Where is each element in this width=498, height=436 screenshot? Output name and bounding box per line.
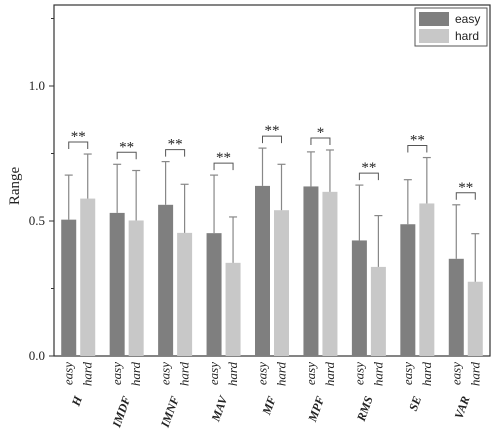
bar-easy-se [400, 224, 416, 356]
significance-bracket [407, 145, 428, 153]
significance-bracket [68, 141, 89, 150]
x-sub-label: hard [370, 362, 385, 387]
legend-swatch-easy [419, 12, 449, 26]
bar-easy-mpf [303, 186, 319, 356]
x-sub-label: easy [351, 362, 366, 385]
x-category-label: MAV [208, 393, 231, 424]
significance-bracket [165, 149, 186, 157]
bar-hard-imnf [177, 232, 193, 356]
significance-bracket [455, 192, 476, 200]
significance-bracket [310, 137, 331, 145]
significance-label: * [317, 125, 325, 141]
significance-label: ** [361, 160, 376, 176]
x-sub-label: hard [467, 362, 482, 387]
bar-easy-mav [206, 233, 222, 356]
bar-hard-imdf [128, 220, 144, 356]
plot-frame [53, 4, 491, 357]
significance-label: ** [168, 137, 183, 153]
bar-easy-h [61, 219, 77, 356]
x-sub-label: hard [419, 362, 434, 387]
x-sub-label: hard [177, 362, 192, 387]
bar-hard-mf [274, 210, 289, 356]
bar-easy-rms [351, 240, 367, 356]
x-sub-label: easy [109, 362, 124, 385]
x-category-label: SE [406, 394, 424, 413]
y-axis-label: Range [7, 167, 23, 206]
y-tick-label: 1.0 [29, 78, 45, 93]
x-category-label: RMS [354, 394, 376, 424]
bar-easy-mf [255, 185, 270, 356]
x-category-label: VAR [452, 394, 473, 421]
legend-label-easy: easy [455, 12, 480, 26]
x-sub-label: hard [128, 362, 143, 387]
significance-label: ** [410, 133, 425, 149]
x-sub-label: easy [255, 362, 270, 385]
x-sub-label: easy [158, 362, 173, 385]
y-tick-label: 0.0 [29, 348, 45, 363]
x-category-label: IMDF [109, 394, 133, 430]
bar-hard-mpf [322, 191, 338, 356]
x-category-label: H [68, 394, 85, 409]
y-tick-label: 0.5 [29, 213, 45, 228]
bar-hard-h [80, 198, 96, 356]
x-sub-label: easy [61, 362, 76, 385]
bar-easy-var [448, 258, 464, 356]
significance-label: ** [265, 123, 280, 139]
x-category-label: IMNF [157, 394, 181, 430]
x-sub-label: hard [322, 362, 337, 387]
bar-easy-imdf [109, 212, 125, 356]
legend-label-hard: hard [455, 29, 479, 43]
x-sub-label: easy [400, 362, 415, 385]
x-sub-label: easy [206, 362, 221, 385]
bar-hard-se [419, 203, 435, 356]
x-category-label: MPF [305, 394, 327, 424]
significance-label: ** [71, 129, 86, 145]
bar-hard-mav [225, 262, 241, 356]
x-sub-label: hard [225, 362, 240, 387]
legend-swatch-hard [419, 29, 449, 43]
x-sub-label: hard [80, 362, 95, 387]
significance-bracket [262, 135, 282, 144]
significance-label: ** [119, 139, 134, 155]
bar-hard-var [467, 281, 483, 356]
x-sub-label: easy [303, 362, 318, 385]
significance-label: ** [458, 180, 473, 196]
bar-easy-imnf [158, 204, 174, 356]
x-sub-label: hard [274, 362, 289, 387]
significance-bracket [213, 162, 234, 171]
significance-label: ** [216, 150, 231, 166]
bar-hard-rms [370, 266, 386, 356]
x-sub-label: easy [448, 362, 463, 385]
significance-bracket [358, 172, 379, 181]
significance-bracket [116, 151, 137, 160]
x-category-label: MF [259, 394, 279, 417]
